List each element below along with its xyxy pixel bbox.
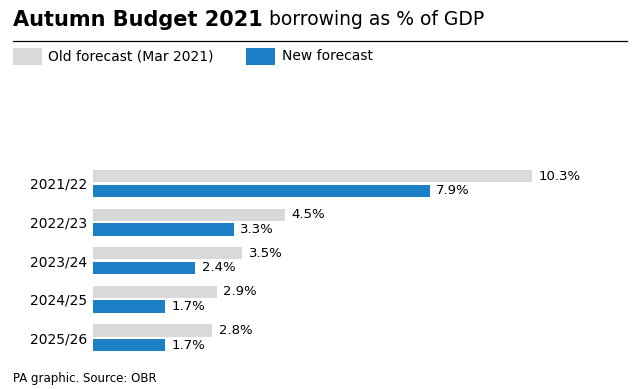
Text: 3.3%: 3.3%	[240, 223, 274, 236]
Text: borrowing as % of GDP: borrowing as % of GDP	[262, 10, 484, 29]
Text: Autumn Budget 2021: Autumn Budget 2021	[13, 10, 262, 30]
Text: 4.5%: 4.5%	[291, 208, 325, 221]
Bar	[93, 223, 234, 235]
Text: PA graphic. Source: OBR: PA graphic. Source: OBR	[13, 372, 156, 385]
Text: 2.9%: 2.9%	[223, 286, 257, 298]
Text: 1.7%: 1.7%	[172, 339, 205, 352]
Text: Old forecast (Mar 2021): Old forecast (Mar 2021)	[48, 49, 214, 63]
Text: 7.9%: 7.9%	[436, 184, 470, 197]
Bar	[93, 209, 285, 221]
Bar	[93, 262, 195, 274]
Text: 1.7%: 1.7%	[172, 300, 205, 313]
Bar	[93, 286, 216, 298]
Bar	[93, 300, 165, 313]
Text: 10.3%: 10.3%	[539, 170, 580, 182]
Bar	[93, 324, 212, 337]
Bar	[93, 247, 242, 259]
Text: 3.5%: 3.5%	[248, 247, 282, 260]
Text: New forecast: New forecast	[282, 49, 372, 63]
Bar	[93, 339, 165, 351]
Bar	[93, 184, 430, 197]
Text: 2.8%: 2.8%	[219, 324, 252, 337]
Text: 2.4%: 2.4%	[202, 261, 236, 275]
Bar	[93, 170, 532, 182]
